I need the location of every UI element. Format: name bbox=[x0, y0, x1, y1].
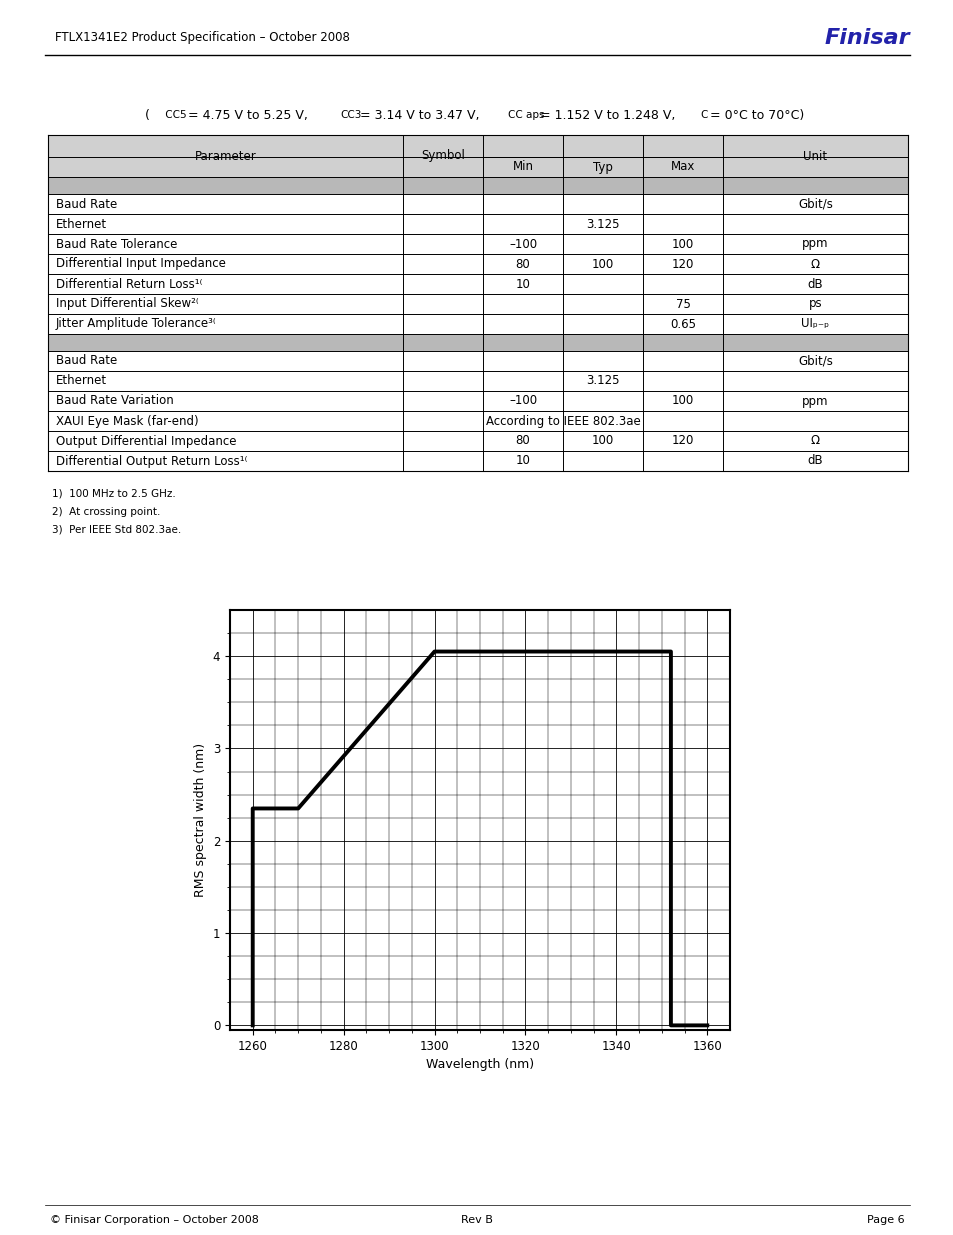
Text: Ω: Ω bbox=[810, 258, 820, 270]
Text: dB: dB bbox=[807, 454, 822, 468]
Text: 3.125: 3.125 bbox=[586, 374, 619, 388]
Text: Symbol: Symbol bbox=[420, 149, 464, 163]
Text: 1)  100 MHz to 2.5 GHz.: 1) 100 MHz to 2.5 GHz. bbox=[52, 489, 175, 499]
Text: = 4.75 V to 5.25 V,: = 4.75 V to 5.25 V, bbox=[188, 109, 308, 121]
Bar bbox=[48, 135, 907, 157]
Text: Baud Rate: Baud Rate bbox=[56, 354, 117, 368]
Text: 3)  Per IEEE Std 802.3ae.: 3) Per IEEE Std 802.3ae. bbox=[52, 525, 181, 535]
Text: Baud Rate Variation: Baud Rate Variation bbox=[56, 394, 173, 408]
Text: ps: ps bbox=[808, 298, 821, 310]
Text: dB: dB bbox=[807, 278, 822, 290]
Text: 3.125: 3.125 bbox=[586, 217, 619, 231]
Text: –100: –100 bbox=[508, 394, 537, 408]
Text: 10: 10 bbox=[515, 454, 530, 468]
Bar bbox=[48, 157, 907, 177]
Y-axis label: RMS spectral width (nm): RMS spectral width (nm) bbox=[194, 743, 207, 897]
Text: Max: Max bbox=[670, 161, 695, 173]
Bar bbox=[48, 333, 907, 351]
Text: Output Differential Impedance: Output Differential Impedance bbox=[56, 435, 236, 447]
Text: 80: 80 bbox=[515, 258, 530, 270]
Text: 120: 120 bbox=[671, 435, 694, 447]
Text: (: ( bbox=[145, 109, 150, 121]
Text: CC5: CC5 bbox=[162, 110, 187, 120]
Text: CC3: CC3 bbox=[339, 110, 361, 120]
Text: = 3.14 V to 3.47 V,: = 3.14 V to 3.47 V, bbox=[359, 109, 479, 121]
Text: CC aps: CC aps bbox=[507, 110, 544, 120]
Text: 100: 100 bbox=[591, 258, 614, 270]
Text: Gbit/s: Gbit/s bbox=[798, 354, 832, 368]
Text: Parameter: Parameter bbox=[194, 149, 256, 163]
Text: = 1.152 V to 1.248 V,: = 1.152 V to 1.248 V, bbox=[539, 109, 675, 121]
Text: 10: 10 bbox=[515, 278, 530, 290]
Text: Differential Input Impedance: Differential Input Impedance bbox=[56, 258, 226, 270]
Text: Ω: Ω bbox=[810, 435, 820, 447]
Text: 80: 80 bbox=[515, 435, 530, 447]
Text: 100: 100 bbox=[671, 237, 694, 251]
Text: Ethernet: Ethernet bbox=[56, 217, 107, 231]
Text: Typ: Typ bbox=[593, 161, 612, 173]
Text: Finisar: Finisar bbox=[823, 28, 909, 48]
Text: Gbit/s: Gbit/s bbox=[798, 198, 832, 210]
Text: Rev B: Rev B bbox=[460, 1215, 493, 1225]
Text: Baud Rate: Baud Rate bbox=[56, 198, 117, 210]
Text: Differential Return Loss¹⁽: Differential Return Loss¹⁽ bbox=[56, 278, 202, 290]
Text: = 0°C to 70°C): = 0°C to 70°C) bbox=[709, 109, 803, 121]
Text: C: C bbox=[700, 110, 706, 120]
Text: Unit: Unit bbox=[802, 149, 826, 163]
Text: ppm: ppm bbox=[801, 394, 828, 408]
Text: Jitter Amplitude Tolerance³⁽: Jitter Amplitude Tolerance³⁽ bbox=[56, 317, 216, 331]
Text: 120: 120 bbox=[671, 258, 694, 270]
Text: –100: –100 bbox=[508, 237, 537, 251]
Text: 0.65: 0.65 bbox=[669, 317, 696, 331]
Text: Baud Rate Tolerance: Baud Rate Tolerance bbox=[56, 237, 177, 251]
Bar bbox=[48, 177, 907, 194]
Text: 100: 100 bbox=[671, 394, 694, 408]
Text: © Finisar Corporation – October 2008: © Finisar Corporation – October 2008 bbox=[50, 1215, 258, 1225]
Text: 75: 75 bbox=[675, 298, 690, 310]
Text: Differential Output Return Loss¹⁽: Differential Output Return Loss¹⁽ bbox=[56, 454, 247, 468]
Text: 100: 100 bbox=[591, 435, 614, 447]
Text: Ethernet: Ethernet bbox=[56, 374, 107, 388]
Text: According to IEEE 802.3ae: According to IEEE 802.3ae bbox=[485, 415, 639, 427]
X-axis label: Wavelength (nm): Wavelength (nm) bbox=[425, 1058, 534, 1071]
Text: Input Differential Skew²⁽: Input Differential Skew²⁽ bbox=[56, 298, 198, 310]
Text: UIₚ₋ₚ: UIₚ₋ₚ bbox=[801, 317, 829, 331]
Text: XAUI Eye Mask (far-end): XAUI Eye Mask (far-end) bbox=[56, 415, 198, 427]
Text: 2)  At crossing point.: 2) At crossing point. bbox=[52, 508, 160, 517]
Text: Min: Min bbox=[512, 161, 533, 173]
Text: ppm: ppm bbox=[801, 237, 828, 251]
Text: Page 6: Page 6 bbox=[866, 1215, 904, 1225]
Text: FTLX1341E2 Product Specification – October 2008: FTLX1341E2 Product Specification – Octob… bbox=[55, 32, 350, 44]
